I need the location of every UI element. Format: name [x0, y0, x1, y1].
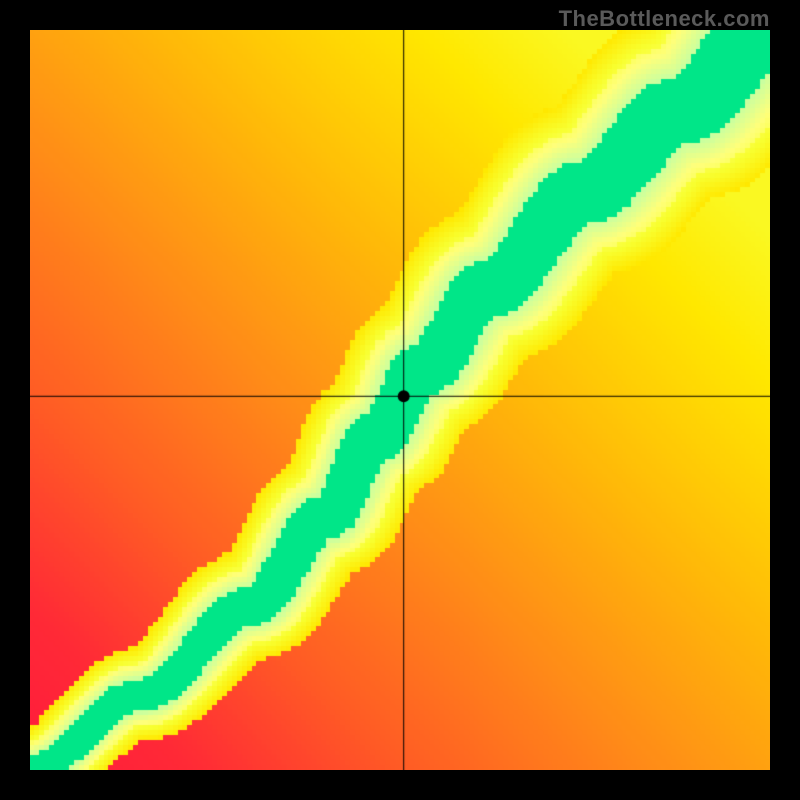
- heatmap-canvas: [30, 30, 770, 770]
- heatmap-plot: [30, 30, 770, 770]
- chart-frame: { "watermark": "TheBottleneck.com", "cha…: [0, 0, 800, 800]
- watermark-text: TheBottleneck.com: [559, 6, 770, 32]
